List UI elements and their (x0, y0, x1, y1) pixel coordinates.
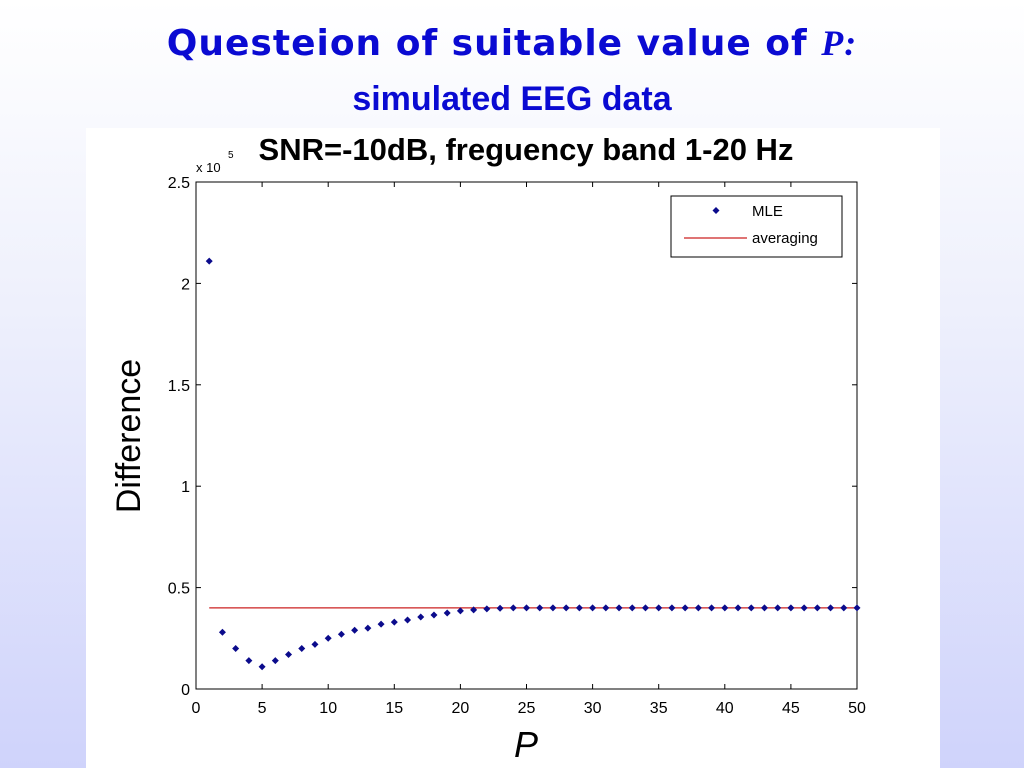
slide-subtitle: simulated EEG data (352, 80, 672, 118)
x-tick-label: 40 (716, 700, 734, 717)
mle-point (417, 613, 425, 621)
mle-point (721, 604, 729, 612)
mle-point (404, 616, 412, 624)
mle-point (641, 604, 649, 612)
y-axis-label: Difference (110, 359, 148, 513)
mle-point (509, 604, 517, 612)
mle-point (694, 604, 702, 612)
mle-point (734, 604, 742, 612)
legend-box (670, 195, 843, 258)
x-tick-label: 35 (650, 700, 668, 717)
mle-point (787, 604, 795, 612)
mle-point (456, 607, 464, 615)
x-tick-label: 25 (518, 700, 536, 717)
legend-mle-label: MLE (752, 203, 783, 220)
mle-point (351, 626, 359, 634)
y-tick-label: 1 (181, 479, 190, 496)
y-multiplier-label: x 10 (196, 160, 221, 175)
mle-point (589, 604, 597, 612)
x-tick-label: 20 (452, 700, 470, 717)
mle-point (377, 620, 385, 628)
mle-point (443, 609, 451, 617)
mle-point (205, 257, 213, 265)
mle-point (760, 604, 768, 612)
mle-point (602, 604, 610, 612)
mle-point (298, 644, 306, 652)
y-tick-label: 1.5 (168, 378, 190, 395)
y-tick-label: 2 (181, 276, 190, 293)
mle-point (800, 604, 808, 612)
y-tick-label: 2.5 (168, 175, 190, 192)
chart: SNR=-10dB, freguency band 1-20 Hz x 10 5… (110, 132, 866, 765)
mle-point (747, 604, 755, 612)
mle-point (681, 604, 689, 612)
x-axis-label: P (514, 724, 538, 765)
mle-point (840, 604, 848, 612)
legend-mle-marker (712, 207, 720, 214)
slide-title-variable: P: (821, 23, 858, 63)
y-exponent-label: 5 (228, 150, 234, 161)
mle-point (232, 644, 240, 652)
mle-point (483, 605, 491, 613)
legend-averaging-label: averaging (752, 230, 818, 247)
legend: MLE averaging (670, 195, 843, 258)
y-tick-label: 0.5 (168, 581, 190, 598)
mle-point (668, 604, 676, 612)
mle-point (337, 630, 345, 638)
mle-point (628, 604, 636, 612)
mle-point (813, 604, 821, 612)
mle-point (575, 604, 583, 612)
mle-point (853, 604, 861, 612)
mle-point (470, 606, 478, 614)
x-tick-label: 50 (848, 700, 866, 717)
mle-point (271, 657, 279, 665)
x-tick-label: 10 (319, 700, 337, 717)
mle-point (708, 604, 716, 612)
mle-point (615, 604, 623, 612)
figure-panel: SNR=-10dB, freguency band 1-20 Hz x 10 5… (86, 128, 940, 768)
mle-point (774, 604, 782, 612)
mle-point (549, 604, 557, 612)
mle-point (496, 604, 504, 612)
mle-point (827, 604, 835, 612)
chart-title: SNR=-10dB, freguency band 1-20 Hz (259, 132, 794, 167)
mle-point (258, 663, 266, 671)
y-tick-label: 0 (181, 682, 190, 699)
mle-point (430, 611, 438, 619)
slide-title-line: Questeion of suitable value of P: (0, 22, 1024, 64)
x-tick-label: 5 (258, 700, 267, 717)
mle-point (562, 604, 570, 612)
x-tick-label: 30 (584, 700, 602, 717)
mle-point (655, 604, 663, 612)
mle-point (364, 624, 372, 632)
mle-point (324, 634, 332, 642)
mle-point (285, 651, 293, 659)
x-tick-label: 0 (192, 700, 201, 717)
x-tick-label: 45 (782, 700, 800, 717)
mle-point (390, 618, 398, 626)
mle-point (523, 604, 530, 612)
mle-point (311, 640, 319, 648)
mle-point (218, 628, 226, 636)
plot-area (195, 181, 858, 690)
mle-point (245, 657, 253, 665)
x-tick-label: 15 (385, 700, 403, 717)
slide-title-text: Questeion of suitable value of (166, 23, 808, 64)
mle-point (536, 604, 544, 612)
